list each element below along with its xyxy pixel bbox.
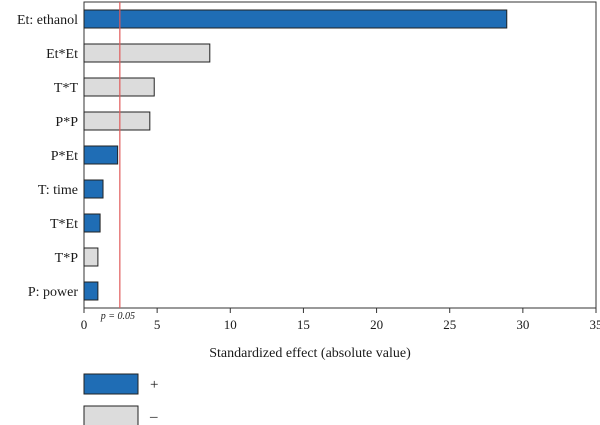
x-tick-label: 10 (224, 317, 237, 332)
category-label: T*Et (50, 217, 78, 232)
legend: +– (83, 373, 158, 425)
reference-line-group: p = 0.05 (100, 2, 135, 322)
x-tick-label: 25 (443, 317, 456, 332)
bar (83, 179, 104, 199)
legend-swatch (83, 405, 139, 425)
x-tick-label: 30 (516, 317, 529, 332)
bar (83, 111, 151, 131)
bar (83, 281, 99, 301)
bar (83, 145, 119, 165)
bar (83, 9, 508, 29)
x-tick-label: 20 (370, 317, 383, 332)
category-label: P: power (28, 285, 79, 300)
bar (83, 77, 155, 97)
x-axis: 0 5 10 15 20 25 30 35 (81, 308, 600, 332)
reference-line-label: p = 0.05 (100, 311, 135, 322)
x-tick-label: 5 (154, 317, 161, 332)
bar (83, 213, 101, 233)
category-labels: Et: ethanol Et*Et T*T P*P P*Et T: time T*Et T*P… (17, 13, 78, 300)
category-label: T*P (55, 251, 79, 266)
bar (83, 43, 211, 63)
x-tick-label: 35 (590, 317, 600, 332)
category-label: Et: ethanol (17, 13, 78, 28)
bar (83, 247, 99, 267)
category-label: P*Et (51, 149, 78, 164)
category-label: P*P (55, 115, 78, 130)
legend-label: + (150, 377, 158, 393)
category-label: T: time (38, 183, 78, 198)
x-tick-label: 15 (297, 317, 310, 332)
category-label: T*T (54, 81, 79, 96)
bars (83, 9, 508, 301)
x-axis-title: Standardized effect (absolute value) (209, 346, 411, 361)
category-label: Et*Et (46, 47, 78, 62)
x-tick-label: 0 (81, 317, 88, 332)
legend-label: – (149, 409, 158, 425)
legend-swatch (83, 373, 139, 395)
